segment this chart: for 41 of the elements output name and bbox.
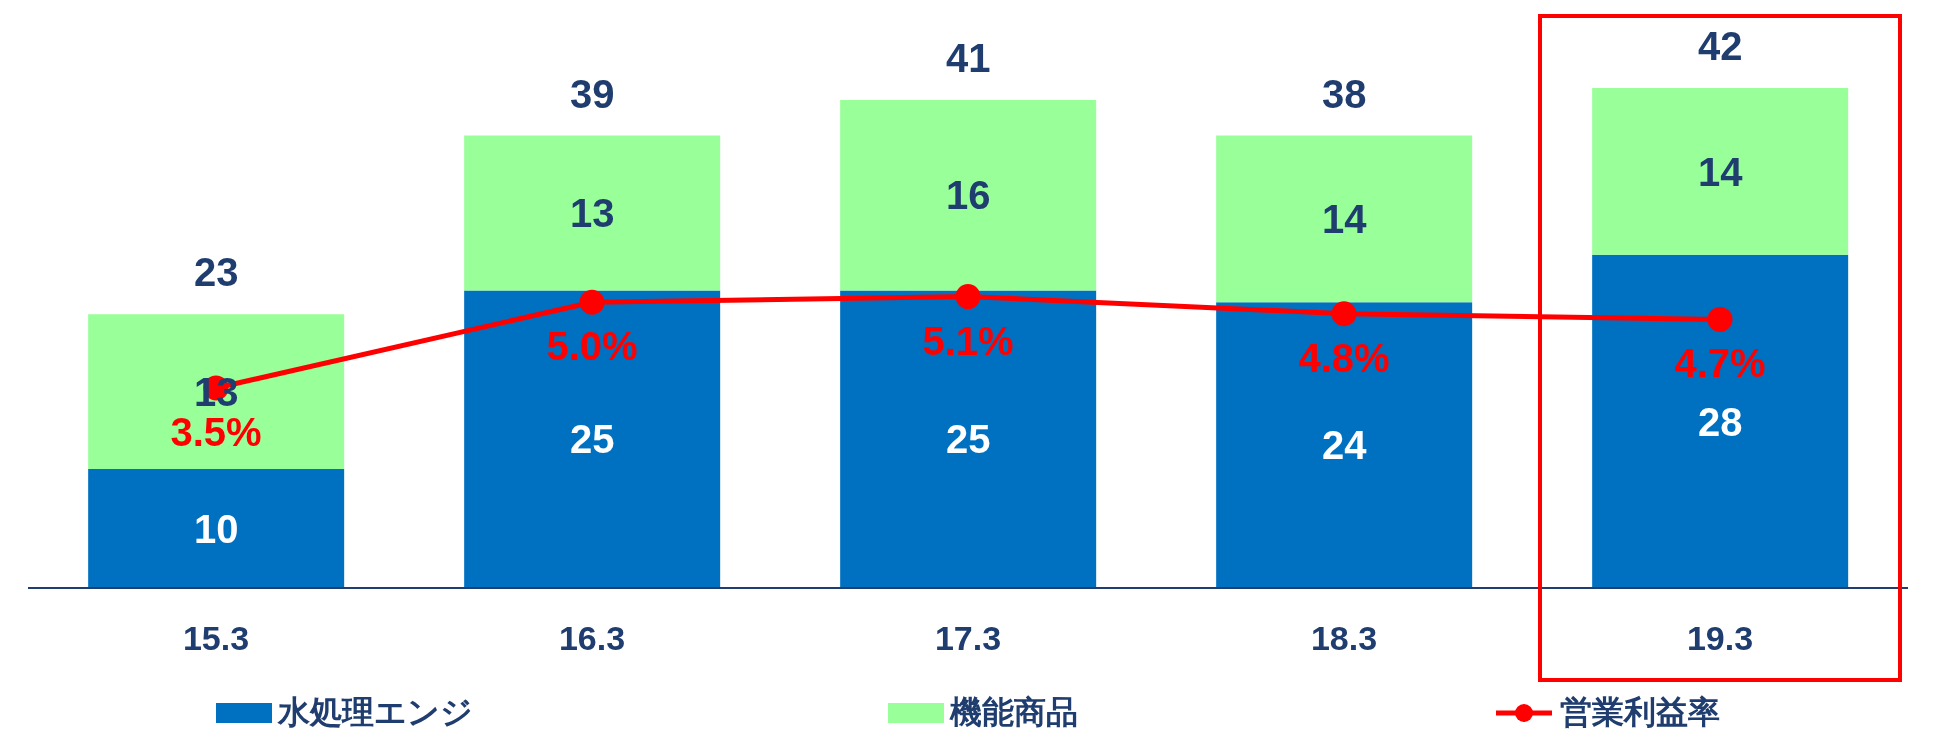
data-label: 14 xyxy=(1321,197,1368,242)
point xyxy=(955,284,981,310)
data-label: 5.0% xyxy=(546,324,638,369)
data-label: 16 xyxy=(945,173,991,218)
x-tick-label: 19.3 xyxy=(1686,619,1754,658)
point xyxy=(579,289,605,315)
bar xyxy=(464,290,721,588)
data-label: 5.1% xyxy=(922,318,1014,363)
data-label: 25 xyxy=(945,417,991,462)
data-label: 3.5% xyxy=(170,410,262,454)
data-label: 24 xyxy=(1321,423,1368,468)
bar xyxy=(1592,88,1849,255)
data-label: 4.7% xyxy=(1674,341,1766,386)
x-tick-label: 18.3 xyxy=(1310,619,1378,658)
data-label: 4.8% xyxy=(1298,335,1390,380)
data-label: 25 xyxy=(569,417,615,462)
legend-label: 営業利益率 xyxy=(1560,693,1721,732)
bar xyxy=(88,314,345,469)
bar xyxy=(1216,135,1473,303)
bar xyxy=(88,468,345,588)
bar xyxy=(840,99,1097,291)
data-label: 14 xyxy=(1697,149,1744,194)
total-label: 23 xyxy=(193,250,239,295)
point xyxy=(1331,301,1357,327)
data-label: 13 xyxy=(569,191,615,236)
bar xyxy=(464,135,721,291)
bar xyxy=(1216,302,1473,588)
bar xyxy=(1592,254,1849,588)
point xyxy=(1707,306,1733,332)
legend-label: 水処理エンジ xyxy=(277,693,473,732)
total-label: 38 xyxy=(1321,71,1367,116)
total-label: 41 xyxy=(945,35,991,80)
legend-label: 機能商品 xyxy=(950,693,1079,732)
bar xyxy=(840,290,1097,588)
x-tick-label: 16.3 xyxy=(558,619,626,658)
x-tick-label: 17.3 xyxy=(934,619,1002,658)
x-tick-label: 15.3 xyxy=(182,619,250,658)
data-label: 10 xyxy=(193,506,239,551)
data-label: 28 xyxy=(1697,399,1743,444)
total-label: 42 xyxy=(1697,24,1743,68)
total-label: 39 xyxy=(569,71,615,116)
